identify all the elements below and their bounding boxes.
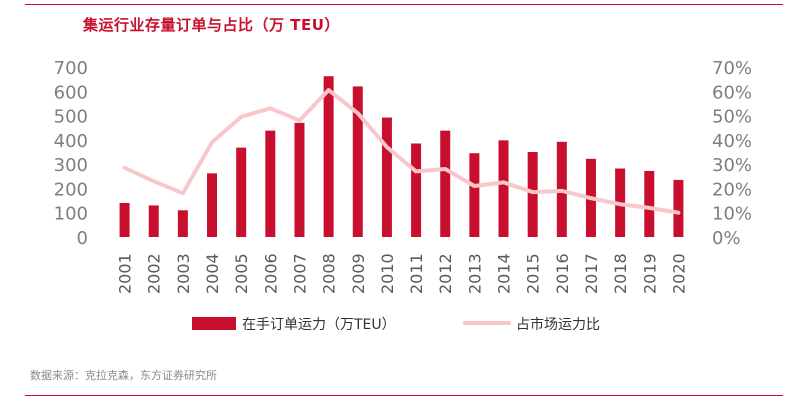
x-tick-label: 2011 xyxy=(407,253,426,294)
bar xyxy=(469,153,480,237)
x-tick-label: 2009 xyxy=(349,253,368,294)
bar xyxy=(323,76,334,237)
right-tick-label: 70% xyxy=(712,58,752,79)
x-tick-label: 2018 xyxy=(611,253,630,294)
right-tick-label: 30% xyxy=(712,155,752,176)
right-axis-ticks: 0% 10% 20% 30% 40% 50% 60% 70% xyxy=(712,58,752,249)
bar xyxy=(119,203,130,237)
right-tick-label: 0% xyxy=(712,228,741,249)
legend-bar-label: 在手订单运力（万TEU） xyxy=(242,317,396,333)
bar xyxy=(381,117,392,237)
left-tick-label: 500 xyxy=(54,107,88,128)
bottom-rule xyxy=(25,395,783,396)
right-tick-label: 40% xyxy=(712,131,752,152)
x-tick-label: 2004 xyxy=(203,253,222,294)
legend-bar-swatch xyxy=(192,317,236,330)
left-tick-label: 200 xyxy=(54,179,88,200)
left-tick-label: 400 xyxy=(54,131,88,152)
x-tick-label: 2002 xyxy=(145,253,164,294)
x-tick-label: 2017 xyxy=(582,253,601,294)
right-tick-label: 60% xyxy=(712,82,752,103)
bar xyxy=(177,210,188,237)
legend-line-label: 占市场运力比 xyxy=(516,316,600,333)
left-tick-label: 100 xyxy=(54,204,88,225)
right-tick-label: 20% xyxy=(712,179,752,200)
bar xyxy=(673,179,684,237)
x-tick-label: 2013 xyxy=(465,253,484,294)
x-axis-ticks: 2001 2002 2003 2004 2005 2006 2007 2008 2009 2010… xyxy=(116,253,689,294)
x-tick-label: 2012 xyxy=(436,253,455,294)
x-tick-label: 2010 xyxy=(378,253,397,294)
right-tick-label: 10% xyxy=(712,204,752,225)
x-tick-label: 2015 xyxy=(524,253,543,294)
bar xyxy=(411,143,422,237)
left-axis-ticks: 0 100 200 300 400 500 600 700 xyxy=(54,58,88,249)
x-tick-label: 2006 xyxy=(261,253,280,294)
left-tick-label: 0 xyxy=(77,228,88,249)
bar xyxy=(498,140,509,237)
x-tick-label: 2014 xyxy=(495,253,514,294)
source-note: 数据来源：克拉克森，东方证券研究所 xyxy=(30,369,217,382)
x-tick-label: 2005 xyxy=(232,253,251,294)
left-tick-label: 300 xyxy=(54,155,88,176)
bar xyxy=(236,147,247,237)
left-tick-label: 700 xyxy=(54,58,88,79)
bar xyxy=(265,130,276,237)
bar xyxy=(207,173,218,237)
legend: 在手订单运力（万TEU） 占市场运力比 xyxy=(192,316,600,333)
right-tick-label: 50% xyxy=(712,107,752,128)
top-rule xyxy=(25,4,783,5)
ratio-line-series xyxy=(122,88,681,215)
x-tick-label: 2003 xyxy=(174,253,193,294)
chart-title: 集运行业存量订单与占比（万 TEU） xyxy=(83,16,340,34)
bar xyxy=(294,122,305,237)
x-tick-label: 2001 xyxy=(116,253,135,294)
left-tick-label: 600 xyxy=(54,82,88,103)
x-tick-label: 2019 xyxy=(640,253,659,294)
x-tick-label: 2007 xyxy=(290,253,309,294)
bar xyxy=(148,205,159,237)
x-tick-label: 2016 xyxy=(553,253,572,294)
bar xyxy=(352,86,363,237)
bar xyxy=(527,152,538,237)
bar xyxy=(644,170,655,237)
x-tick-label: 2020 xyxy=(669,253,688,294)
bar xyxy=(440,130,451,237)
bar-series xyxy=(119,76,684,237)
x-tick-label: 2008 xyxy=(320,253,339,294)
